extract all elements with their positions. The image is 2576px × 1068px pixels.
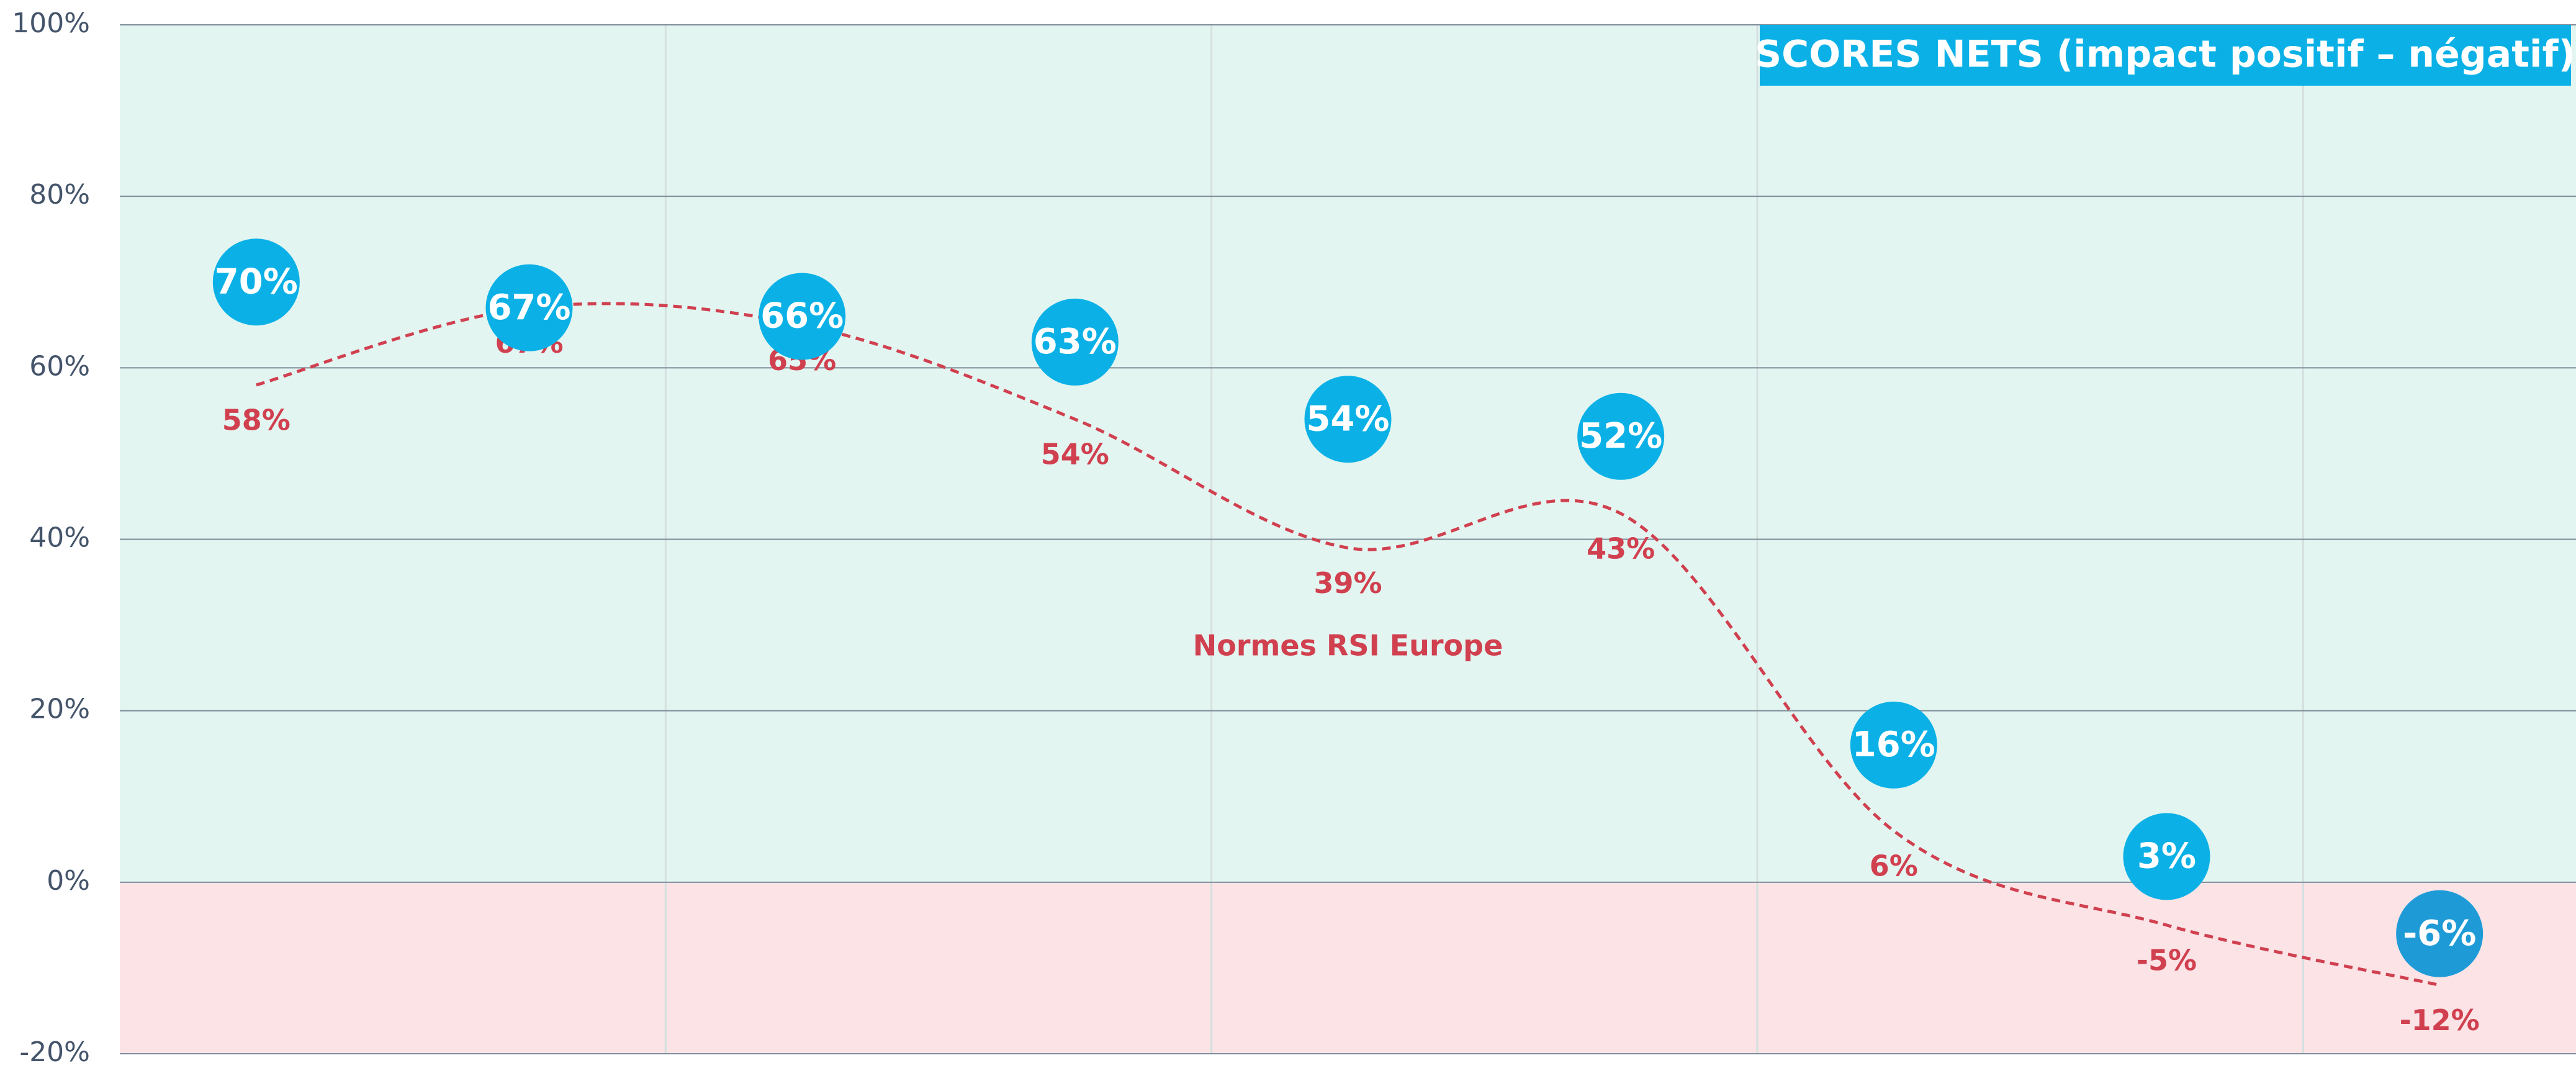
benchmark-label: 39%	[1313, 566, 1382, 600]
score-bubble	[2123, 813, 2210, 900]
score-label: 16%	[1852, 725, 1935, 765]
y-tick-label: 40%	[29, 522, 90, 554]
score-bubble	[1031, 298, 1119, 386]
negative-zone	[120, 882, 2576, 1054]
score-bubble	[1850, 701, 1937, 789]
benchmark-name: Normes RSI Europe	[1193, 629, 1503, 663]
score-label: 67%	[487, 287, 570, 328]
y-tick-label: 0%	[47, 865, 90, 897]
score-label: 70%	[215, 261, 298, 302]
benchmark-label: 54%	[1041, 438, 1109, 471]
benchmark-label: 43%	[1587, 532, 1655, 566]
benchmark-label: -12%	[2400, 1003, 2480, 1037]
score-label: -6%	[2403, 913, 2476, 954]
y-tick-label: 80%	[29, 179, 90, 210]
score-bubble	[2396, 890, 2484, 977]
y-tick-label: 100%	[12, 7, 90, 39]
y-tick-label: 20%	[29, 694, 90, 725]
y-tick-label: 60%	[29, 350, 90, 382]
score-label: 66%	[760, 296, 844, 337]
score-label: 52%	[1579, 416, 1662, 456]
score-bubble	[1304, 376, 1392, 463]
score-bubble	[759, 273, 846, 360]
benchmark-label: 58%	[222, 403, 290, 437]
benchmark-label: -5%	[2137, 943, 2197, 977]
background	[120, 25, 2576, 1054]
score-bubble	[485, 264, 573, 351]
score-label: 63%	[1034, 322, 1117, 362]
score-bubble	[1577, 392, 1665, 480]
y-tick-label: -20%	[19, 1036, 90, 1068]
title-box	[1760, 25, 2571, 86]
benchmark-label: 6%	[1870, 849, 1918, 882]
score-label: 54%	[1306, 399, 1389, 439]
marks: 58%67%65%54%39%43%6%-5%-12%Normes RSI Eu…	[212, 238, 2484, 1037]
score-label: 3%	[2137, 836, 2196, 877]
chart-title: SCORES NETS (impact positif – négatif)	[1755, 33, 2575, 76]
benchmark-line	[256, 302, 2440, 987]
score-bubble	[212, 238, 300, 326]
